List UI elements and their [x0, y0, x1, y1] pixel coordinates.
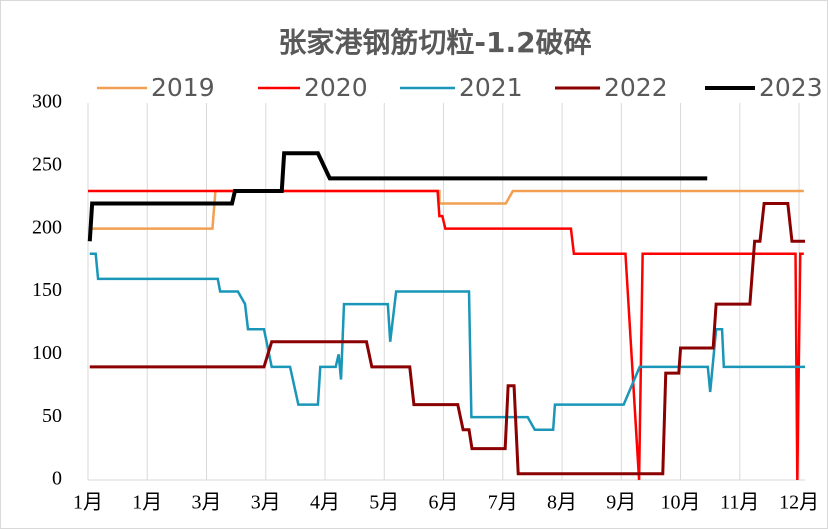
series-line — [87, 151, 708, 242]
y-tick-label: 0 — [52, 468, 62, 490]
x-tick-label: 12月 — [779, 492, 819, 514]
legend-label: 2019 — [151, 73, 215, 102]
x-tick-label: 10月 — [661, 492, 701, 514]
x-tick-label: 3月 — [192, 492, 222, 514]
x-tick-label: 4月 — [310, 492, 340, 514]
x-tick-label: 11月 — [720, 492, 759, 514]
y-tick-label: 100 — [32, 342, 62, 364]
x-tick-label: 6月 — [429, 492, 459, 514]
legend-label: 2020 — [304, 73, 368, 102]
x-tick-label: 1月 — [73, 492, 103, 514]
legend-label: 2021 — [459, 73, 523, 102]
x-tick-label: 3月 — [251, 492, 281, 514]
series-line — [89, 252, 805, 431]
series-line — [88, 189, 804, 481]
x-tick-label: 5月 — [369, 492, 399, 514]
x-tick-label: 9月 — [606, 492, 636, 514]
x-tick-label: 7月 — [488, 492, 518, 514]
y-tick-label: 50 — [42, 405, 62, 427]
y-tick-label: 150 — [32, 279, 62, 301]
y-tick-label: 300 — [32, 91, 62, 113]
legend-label: 2023 — [759, 73, 823, 102]
y-tick-label: 250 — [32, 153, 62, 175]
series-line — [89, 189, 804, 230]
series-line — [89, 202, 805, 476]
y-tick-label: 200 — [32, 216, 62, 238]
x-tick-label: 1月 — [132, 492, 162, 514]
x-tick-label: 8月 — [547, 492, 577, 514]
legend-label: 2022 — [604, 73, 668, 102]
chart-title: 张家港钢筋切粒-1.2破碎 — [278, 26, 591, 59]
